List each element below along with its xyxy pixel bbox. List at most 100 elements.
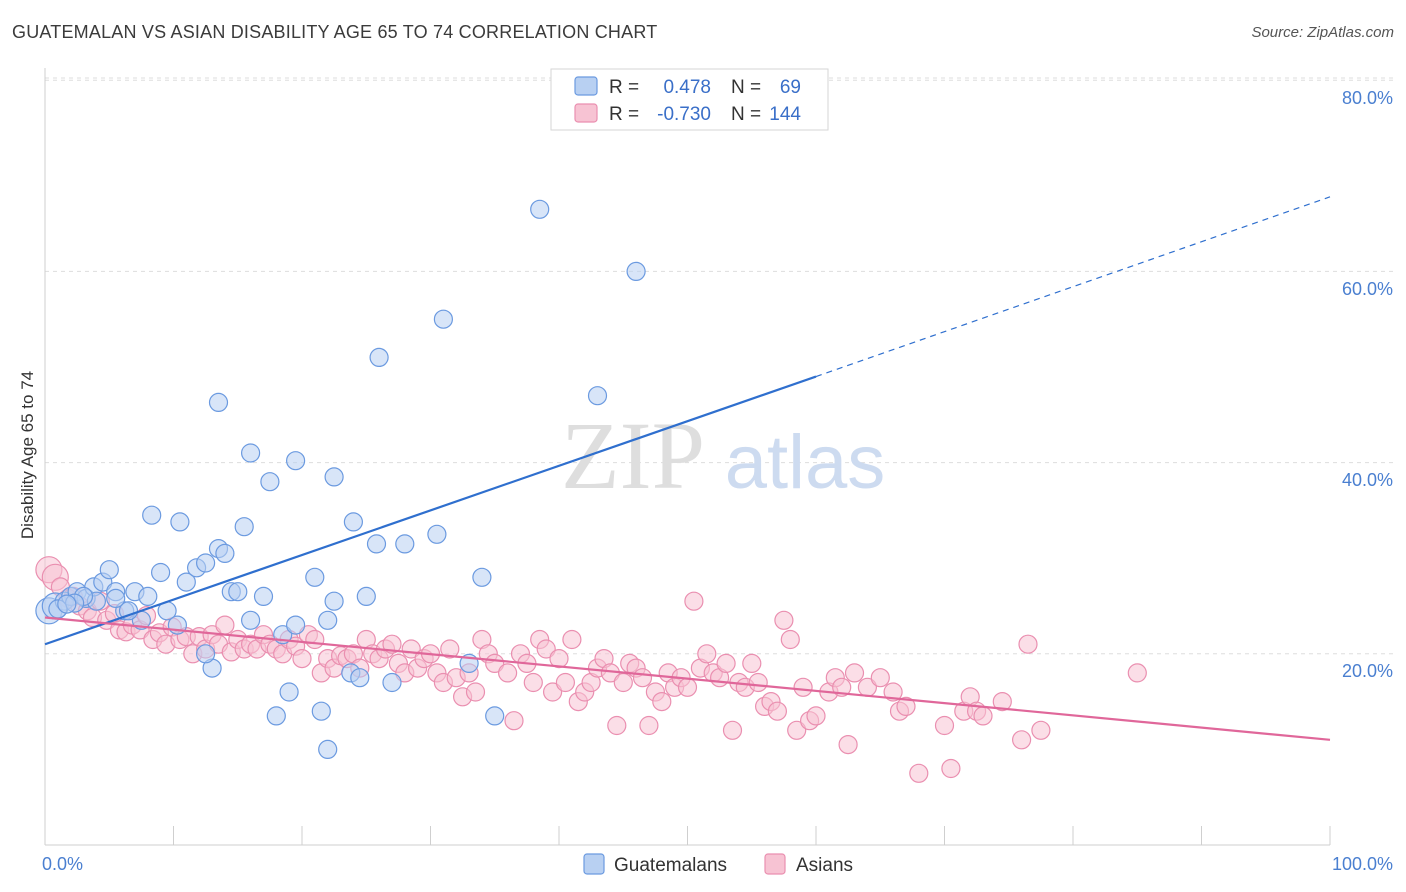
x-tick-label-max: 100.0% (1332, 854, 1393, 874)
point-asian-27 (215, 615, 235, 635)
point-asian-130 (934, 715, 955, 736)
y-tick-label-40: 40.0% (1342, 470, 1393, 490)
point-asian-123 (844, 663, 865, 683)
point-asian-39 (292, 648, 312, 669)
point-asian-104 (716, 653, 736, 674)
point-guatemalan-36 (286, 451, 306, 471)
point-guatemalan-8 (99, 560, 119, 580)
point-asian-114 (780, 629, 800, 650)
point-guatemalan-50 (472, 567, 492, 587)
point-asian-101 (697, 644, 717, 664)
point-guatemalan-40 (366, 534, 387, 554)
point-guatemalan-52 (485, 706, 505, 726)
point-asian-140 (1127, 663, 1147, 683)
point-guatemalan-56 (266, 706, 286, 726)
trendline-guatemalan-extension (815, 196, 1331, 378)
legend-n-value-1: 69 (780, 77, 801, 98)
point-asian-126 (883, 682, 903, 702)
point-asian-135 (973, 706, 993, 726)
point-asian-99 (684, 591, 704, 611)
grid-layer (45, 77, 1393, 655)
point-guatemalan-33 (142, 505, 162, 525)
point-guatemalan-37 (241, 443, 261, 463)
point-guatemalan-13 (151, 562, 171, 583)
y-tick-label-60: 60.0% (1342, 279, 1393, 299)
point-asian-116 (793, 677, 813, 697)
chart-source: Source: ZipAtlas.com (1251, 24, 1394, 41)
point-asian-77 (542, 682, 563, 702)
point-asian-78 (549, 648, 569, 669)
bottom-legend-label-guatemalans: Guatemalans (614, 855, 727, 876)
point-guatemalan-35 (234, 517, 254, 537)
point-guatemalan-38 (324, 467, 344, 487)
point-guatemalan-43 (260, 472, 280, 492)
point-asian-76 (536, 639, 556, 659)
point-asian-66 (465, 682, 486, 702)
point-asian-139 (1031, 720, 1051, 740)
legend-n-label-1: N = (731, 77, 761, 98)
point-guatemalan-34 (170, 512, 190, 532)
point-asian-138 (1018, 634, 1038, 654)
legend-box: R = 0.478 N = 69 R = -0.730 N = 144 (550, 68, 829, 131)
point-guatemalan-46 (433, 309, 453, 329)
bottom-legend-swatch-blue (583, 853, 605, 875)
point-guatemalan-57 (311, 701, 331, 721)
point-guatemalan-12 (138, 586, 158, 607)
point-guatemalan-22 (228, 582, 248, 602)
point-asian-129 (909, 763, 929, 783)
trendline-asian (44, 616, 1331, 741)
legend-r-value-1: 0.478 (663, 77, 711, 98)
point-guatemalan-42 (427, 524, 447, 544)
point-guatemalan-53 (318, 739, 338, 760)
point-asian-80 (562, 629, 582, 650)
point-asian-115 (787, 720, 807, 740)
point-guatemalan-54 (350, 668, 370, 688)
point-guatemalan-41 (395, 534, 415, 554)
chart-title: GUATEMALAN VS ASIAN DISABILITY AGE 65 TO… (12, 22, 658, 42)
point-asian-62 (440, 639, 460, 659)
point-guatemalan-47 (530, 199, 550, 219)
point-guatemalan-48 (626, 261, 646, 281)
point-guatemalan-18 (196, 553, 216, 573)
point-asian-121 (832, 677, 852, 697)
legend-r-label-2: R = (609, 104, 639, 125)
point-asian-92 (639, 715, 659, 736)
point-guatemalan-67 (57, 594, 77, 614)
watermark-atlas: atlas (725, 420, 886, 505)
point-guatemalan-29 (324, 591, 344, 611)
point-guatemalan-45 (369, 347, 389, 367)
y-tick-label-20: 20.0% (1342, 661, 1393, 681)
point-guatemalan-16 (176, 572, 196, 592)
point-asian-136 (992, 691, 1012, 712)
point-guatemalan-44 (208, 392, 229, 412)
point-asian-131 (941, 758, 961, 779)
point-asian-74 (523, 672, 543, 693)
bottom-legend-swatch-pink (764, 853, 786, 875)
point-guatemalan-55 (279, 682, 299, 702)
bottom-legend: Guatemalans Asians (583, 853, 853, 876)
point-asian-125 (870, 668, 890, 688)
points-layer (35, 80, 1147, 783)
y-tick-label-80: 80.0% (1342, 88, 1393, 108)
point-guatemalan-27 (305, 567, 325, 587)
point-asian-88 (613, 672, 633, 693)
legend-n-label-2: N = (731, 104, 761, 125)
point-guatemalan-28 (318, 610, 338, 630)
x-tick-label-min: 0.0% (42, 854, 83, 874)
point-asian-109 (748, 672, 768, 693)
point-asian-128 (896, 696, 916, 717)
point-guatemalan-59 (196, 644, 216, 664)
point-guatemalan-26 (286, 615, 306, 635)
legend-r-value-2: -0.730 (657, 104, 711, 125)
trendline-guatemalan (44, 375, 817, 646)
point-asian-98 (677, 677, 698, 697)
point-asian-91 (632, 668, 653, 688)
point-asian-70 (498, 663, 518, 683)
trend-layer (44, 196, 1331, 741)
point-guatemalan-31 (356, 586, 376, 607)
point-asian-71 (504, 711, 524, 731)
legend-swatch-pink (574, 103, 598, 123)
point-guatemalan-39 (343, 512, 363, 532)
point-guatemalan-62 (106, 588, 126, 609)
legend-r-label-1: R = (609, 77, 639, 98)
